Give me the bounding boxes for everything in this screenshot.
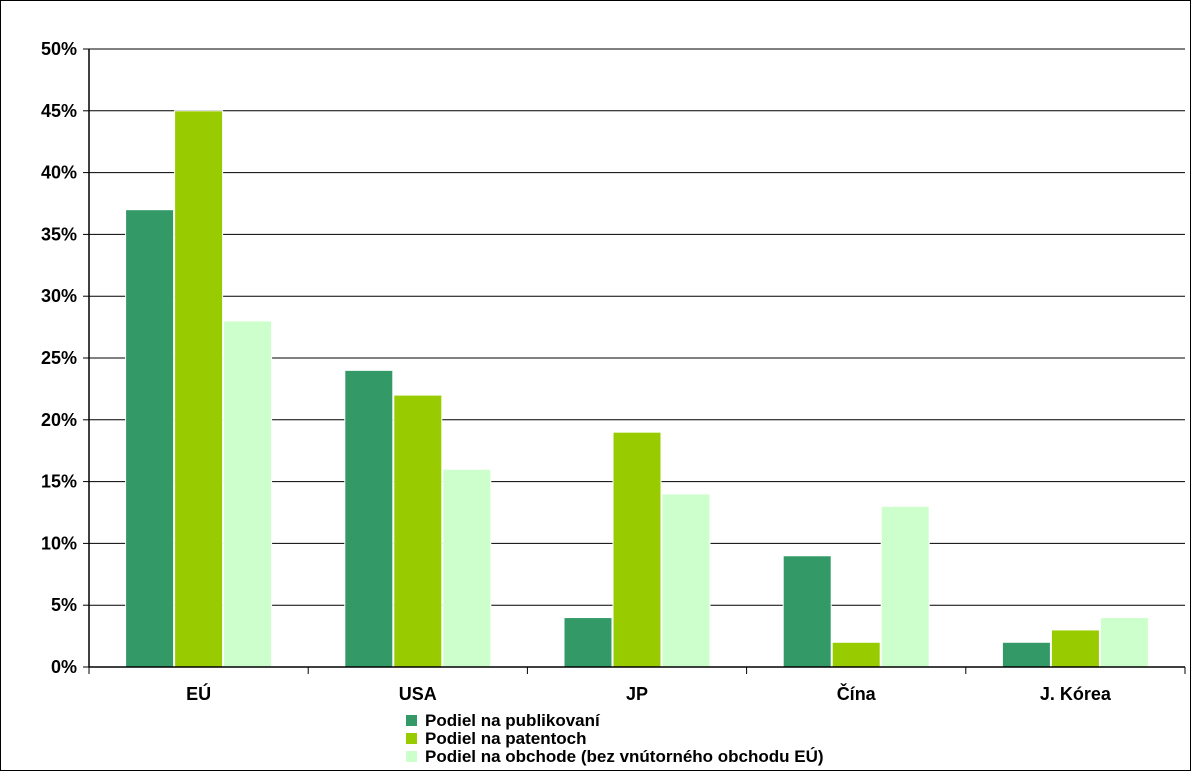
bar-2--na	[831, 641, 881, 668]
y-tick-label: 40%	[41, 163, 77, 183]
x-tick-label: JP	[626, 684, 648, 704]
bar-2-jp	[612, 431, 662, 668]
bar-1-j-k-rea	[1001, 641, 1051, 668]
axes: 0% 5% 10% 15% 20% 25% 30% 35% 40% 45% 50% EÚ USA JP Čí…	[41, 39, 1186, 704]
legend-swatch	[406, 715, 417, 726]
bar-2-j-k-rea	[1050, 629, 1100, 668]
y-tick-label: 45%	[41, 101, 77, 121]
bar-3-jp	[661, 493, 711, 668]
x-tick-label: J. Kórea	[1040, 684, 1112, 704]
y-tick-label: 0%	[51, 657, 77, 677]
bar-1--na	[782, 555, 832, 668]
legend-label: Podiel na obchode (bez vnútorného obchod…	[425, 747, 824, 766]
legend-swatch	[406, 733, 417, 744]
bar-1-usa	[344, 369, 394, 668]
y-tick-label: 35%	[41, 224, 77, 244]
y-tick-label: 10%	[41, 533, 77, 553]
x-tick-label: Čína	[837, 683, 877, 704]
bar-2-usa	[393, 394, 443, 668]
x-tick-label: EÚ	[186, 683, 211, 704]
bar-3-j-k-rea	[1099, 617, 1149, 668]
bar-3-usa	[442, 468, 492, 668]
bar-1-e-	[125, 209, 175, 668]
legend-swatch	[406, 751, 417, 762]
y-tick-label: 25%	[41, 348, 77, 368]
y-tick-label: 50%	[41, 39, 77, 59]
legend-label: Podiel na patentoch	[425, 729, 587, 748]
y-tick-label: 20%	[41, 410, 77, 430]
bar-3-e-	[223, 320, 273, 668]
bar-2-e-	[174, 110, 224, 668]
legend-label: Podiel na publikovaní	[425, 711, 601, 730]
bars	[125, 110, 1149, 668]
bar-1-jp	[563, 617, 613, 668]
bar-3--na	[880, 505, 930, 668]
y-tick-label: 15%	[41, 472, 77, 492]
x-tick-label: USA	[399, 684, 437, 704]
y-tick-label: 5%	[51, 595, 77, 615]
y-tick-label: 30%	[41, 286, 77, 306]
